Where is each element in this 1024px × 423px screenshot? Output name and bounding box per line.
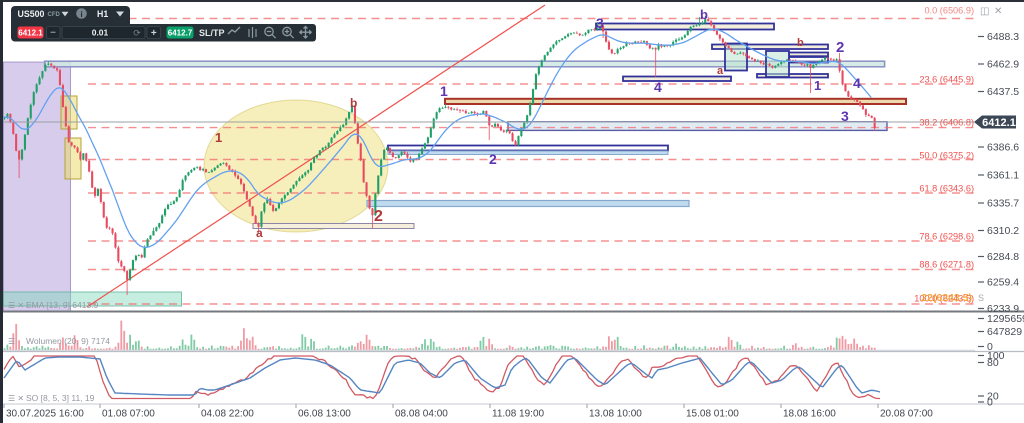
svg-text:4: 4	[853, 75, 861, 91]
svg-text:2: 2	[374, 208, 383, 225]
svg-text:6386.6: 6386.6	[987, 142, 1019, 154]
svg-text:1295659: 1295659	[987, 313, 1024, 325]
svg-text:0: 0	[987, 397, 993, 409]
svg-text:☰ ✕: ☰ ✕	[8, 301, 24, 310]
svg-text:US500: US500	[18, 9, 45, 19]
svg-text:13.08 10:00: 13.08 10:00	[589, 409, 642, 420]
svg-text:b: b	[797, 37, 804, 49]
svg-text:80: 80	[987, 357, 999, 369]
svg-text:2: 2	[836, 39, 844, 56]
svg-text:4: 4	[654, 79, 662, 95]
svg-text:20.08 07:00: 20.08 07:00	[880, 409, 933, 420]
svg-text:b: b	[350, 96, 357, 110]
svg-text:04.08 22:00: 04.08 22:00	[201, 409, 254, 420]
svg-text:100: 100	[987, 350, 1005, 362]
svg-text:S: S	[978, 293, 984, 303]
svg-text:0.0 (6506.9): 0.0 (6506.9)	[924, 6, 974, 16]
svg-text:30.07.2025 16:00: 30.07.2025 16:00	[6, 409, 84, 420]
svg-text:6412.1: 6412.1	[982, 117, 1016, 129]
svg-text:6412.1: 6412.1	[18, 28, 43, 37]
svg-text:+: +	[151, 28, 157, 39]
svg-text:78.6 (6298.6): 78.6 (6298.6)	[919, 232, 974, 242]
svg-text:a: a	[256, 226, 263, 240]
svg-text:61.8 (6343.6): 61.8 (6343.6)	[919, 184, 974, 194]
svg-text:20: 20	[987, 391, 999, 403]
svg-text:3: 3	[596, 15, 604, 31]
svg-text:a: a	[717, 65, 724, 77]
svg-text:1: 1	[814, 78, 821, 93]
svg-text:6310.2: 6310.2	[987, 225, 1019, 237]
svg-text:6488.3: 6488.3	[987, 31, 1019, 43]
svg-text:22(6243.5): 22(6243.5)	[921, 292, 972, 304]
svg-text:−: −	[50, 28, 56, 39]
svg-text:☰ ✕: ☰ ✕	[8, 394, 24, 403]
svg-text:18.08 16:00: 18.08 16:00	[783, 409, 836, 420]
svg-text:23.6 (6445.9): 23.6 (6445.9)	[919, 75, 974, 85]
svg-text:6412.7: 6412.7	[168, 28, 193, 37]
svg-text:38.2 (6406.8): 38.2 (6406.8)	[919, 118, 974, 128]
svg-text:01.08 07:00: 01.08 07:00	[102, 409, 155, 420]
svg-text:06.08 13:00: 06.08 13:00	[298, 409, 351, 420]
svg-text:6233.9: 6233.9	[987, 303, 1019, 315]
svg-text:SL/TP: SL/TP	[199, 28, 225, 38]
svg-text:H1: H1	[97, 9, 108, 19]
svg-text:✕: ✕	[994, 6, 1002, 17]
svg-text:6437.5: 6437.5	[987, 86, 1019, 98]
svg-text:EMA [13, 9] 6413.9: EMA [13, 9] 6413.9	[26, 300, 99, 310]
svg-text:0.01: 0.01	[92, 27, 109, 37]
svg-text:⟳: ⟳	[133, 28, 141, 38]
svg-text:08.08 04:00: 08.08 04:00	[395, 409, 448, 420]
svg-text:6462.9: 6462.9	[987, 59, 1019, 71]
svg-text:6259.4: 6259.4	[987, 277, 1019, 289]
svg-text:SO [8, 5, 3] 11, 19: SO [8, 5, 3] 11, 19	[26, 393, 95, 403]
svg-text:2: 2	[489, 151, 497, 167]
svg-text:11.08 19:00: 11.08 19:00	[492, 409, 545, 420]
svg-text:1: 1	[440, 83, 448, 99]
svg-text:647829: 647829	[987, 326, 1022, 338]
svg-text:15.08 01:00: 15.08 01:00	[686, 409, 739, 420]
svg-text:1: 1	[215, 130, 222, 145]
svg-text:88.6 (6271.8): 88.6 (6271.8)	[919, 260, 974, 270]
svg-text:◫: ◫	[980, 6, 989, 17]
svg-text:b: b	[700, 7, 708, 22]
svg-text:6284.8: 6284.8	[987, 251, 1019, 263]
svg-text:0: 0	[987, 341, 993, 353]
svg-text:6361.1: 6361.1	[987, 170, 1019, 182]
svg-text:3: 3	[841, 108, 849, 124]
svg-text:CFD: CFD	[48, 12, 61, 18]
svg-text:i: i	[80, 9, 82, 19]
svg-text:6335.7: 6335.7	[987, 198, 1019, 210]
svg-text:100.0 (6243.5): 100.0 (6243.5)	[914, 294, 974, 304]
svg-text:☰: ☰	[8, 337, 15, 346]
svg-text:50.0 (6375.2): 50.0 (6375.2)	[919, 151, 974, 161]
svg-text:Wolumen (20, 9) 7174: Wolumen (20, 9) 7174	[26, 336, 110, 346]
